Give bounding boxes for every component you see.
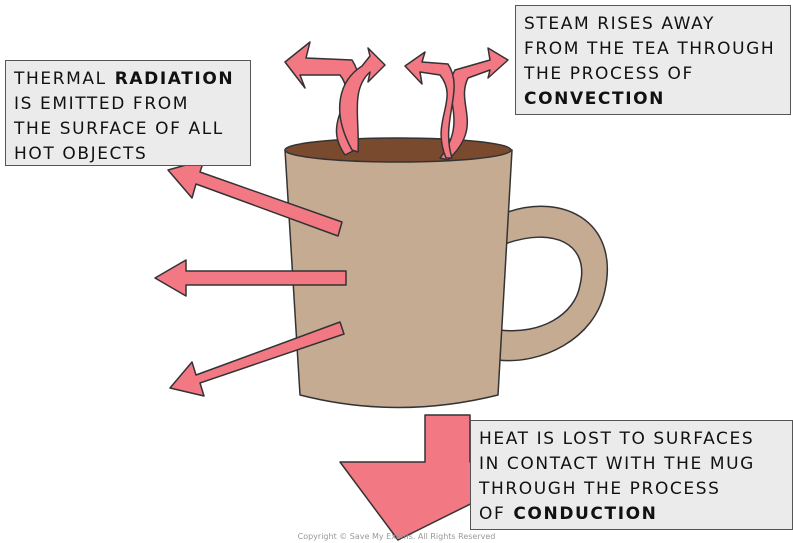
text-line: OF CONDUCTION: [479, 502, 784, 527]
text: THROUGH THE PROCESS: [479, 479, 721, 499]
text: OF: [479, 504, 505, 524]
text: THE PROCESS OF: [524, 64, 694, 84]
bold-text: CONVECTION: [524, 89, 665, 109]
text: STEAM RISES AWAY: [524, 14, 715, 34]
conduction-box: HEAT IS LOST TO SURFACES IN CONTACT WITH …: [470, 420, 793, 530]
radiation-box: THERMAL RADIATION IS EMITTED FROM THE SURFA…: [5, 60, 251, 166]
text: IS EMITTED FROM: [14, 94, 189, 114]
text-line: HEAT IS LOST TO SURFACES: [479, 427, 784, 452]
mug-handle: [498, 206, 607, 360]
text: HEAT IS LOST TO SURFACES: [479, 429, 754, 449]
convection-box: STEAM RISES AWAY FROM THE TEA THROUGH THE …: [515, 5, 791, 115]
text-line: IS EMITTED FROM: [14, 92, 242, 117]
text: FROM THE TEA THROUGH: [524, 39, 775, 59]
text-line: FROM THE TEA THROUGH: [524, 37, 782, 62]
text-line: CONVECTION: [524, 87, 782, 112]
tea-surface: [285, 138, 511, 162]
text-line: THROUGH THE PROCESS: [479, 477, 784, 502]
bold-text: CONDUCTION: [513, 504, 657, 524]
text-line: STEAM RISES AWAY: [524, 12, 782, 37]
bold-text: RADIATION: [115, 69, 235, 89]
text: HOT OBJECTS: [14, 144, 147, 164]
text-line: THERMAL RADIATION: [14, 67, 242, 92]
text-line: THE PROCESS OF: [524, 62, 782, 87]
page: THERMAL RADIATION IS EMITTED FROM THE SURFA…: [0, 0, 793, 543]
text-line: HOT OBJECTS: [14, 142, 242, 167]
text-line: IN CONTACT WITH THE MUG: [479, 452, 784, 477]
text: THERMAL: [14, 69, 107, 89]
text: THE SURFACE OF ALL: [14, 119, 224, 139]
text-line: THE SURFACE OF ALL: [14, 117, 242, 142]
copyright: Copyright © Save My Exams. All Rights Re…: [0, 532, 793, 541]
text: IN CONTACT WITH THE MUG: [479, 454, 755, 474]
